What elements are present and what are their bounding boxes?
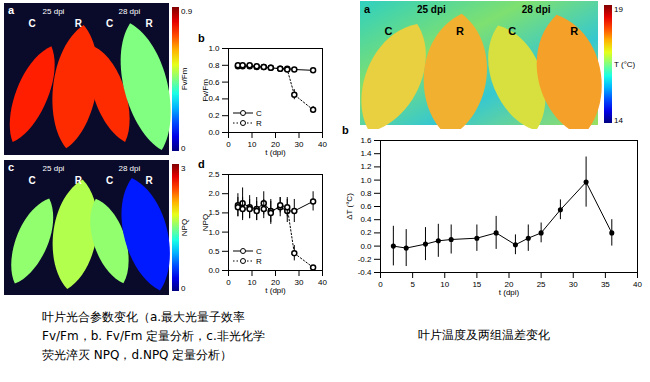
svg-text:19: 19 xyxy=(614,5,623,14)
svg-text:40: 40 xyxy=(318,140,327,149)
svg-text:1.0: 1.0 xyxy=(208,44,220,53)
svg-text:-0.4: -0.4 xyxy=(358,268,372,277)
html-text:d: d xyxy=(198,158,205,170)
svg-text:20: 20 xyxy=(271,278,280,288)
html-text:b: b xyxy=(342,124,349,136)
svg-text:R: R xyxy=(75,18,83,29)
svg-text:1.4: 1.4 xyxy=(360,149,372,158)
html-text:叶片温度及两组温差变化: 叶片温度及两组温差变化 xyxy=(418,328,550,342)
html-text:R: R xyxy=(256,118,262,128)
svg-text:35: 35 xyxy=(601,280,610,289)
html-text:Fv/Fm，b. Fv/Fm 定量分析，c.非光化学: Fv/Fm，b. Fv/Fm 定量分析，c.非光化学 xyxy=(42,329,265,343)
svg-text:25 dpi: 25 dpi xyxy=(43,164,65,173)
svg-text:Fv/Fm: Fv/Fm xyxy=(180,67,189,90)
svg-text:0.6: 0.6 xyxy=(208,77,220,87)
html-text:荧光淬灭 NPQ，d.NPQ 定量分析）: 荧光淬灭 NPQ，d.NPQ 定量分析） xyxy=(42,348,233,362)
svg-text:0.2: 0.2 xyxy=(360,228,372,237)
svg-text:c: c xyxy=(8,161,14,173)
svg-text:C: C xyxy=(385,25,393,37)
svg-text:t (dpi): t (dpi) xyxy=(499,288,520,297)
svg-text:C: C xyxy=(28,18,35,29)
svg-text:40: 40 xyxy=(633,280,642,289)
svg-text:28 dpi: 28 dpi xyxy=(119,164,141,173)
svg-text:5: 5 xyxy=(410,280,415,289)
svg-text:a: a xyxy=(8,4,15,16)
svg-text:C: C xyxy=(106,18,113,29)
svg-text:20: 20 xyxy=(271,140,280,150)
svg-text:0.0: 0.0 xyxy=(360,242,372,251)
svg-text:T (°C): T (°C) xyxy=(614,60,636,69)
svg-text:R: R xyxy=(456,25,464,37)
svg-text:1.5: 1.5 xyxy=(208,208,220,218)
svg-text:40: 40 xyxy=(318,278,327,287)
svg-text:10: 10 xyxy=(248,140,257,149)
html-text:C: C xyxy=(256,108,262,118)
svg-text:0.0: 0.0 xyxy=(208,266,220,275)
svg-text:30: 30 xyxy=(295,140,304,149)
svg-text:28 dpi: 28 dpi xyxy=(522,4,551,15)
svg-text:3: 3 xyxy=(181,164,186,173)
html-text:叶片光合参数变化（a.最大光量子效率: 叶片光合参数变化（a.最大光量子效率 xyxy=(42,310,246,324)
svg-text:25: 25 xyxy=(537,280,546,289)
svg-text:10: 10 xyxy=(248,278,257,287)
svg-text:2.5: 2.5 xyxy=(208,170,220,179)
svg-text:t (dpi): t (dpi) xyxy=(265,148,286,157)
svg-text:R: R xyxy=(146,18,154,29)
svg-text:0.2: 0.2 xyxy=(208,111,220,120)
svg-text:1.2: 1.2 xyxy=(360,162,372,171)
svg-text:R: R xyxy=(146,175,154,186)
svg-text:-0.2: -0.2 xyxy=(358,255,372,264)
svg-text:30: 30 xyxy=(295,278,304,287)
svg-text:NPQ: NPQ xyxy=(201,214,210,231)
svg-text:0: 0 xyxy=(226,278,231,287)
svg-text:0: 0 xyxy=(226,140,231,149)
svg-text:14: 14 xyxy=(614,116,623,125)
svg-text:0: 0 xyxy=(378,280,383,289)
svg-text:C: C xyxy=(28,175,35,186)
svg-text:10: 10 xyxy=(440,280,449,289)
svg-text:0: 0 xyxy=(181,284,186,293)
svg-text:1.0: 1.0 xyxy=(360,176,372,185)
svg-text:R: R xyxy=(570,25,578,37)
svg-text:2.0: 2.0 xyxy=(208,189,220,198)
svg-text:0.0: 0.0 xyxy=(208,128,220,137)
svg-text:1.6: 1.6 xyxy=(360,136,372,145)
svg-text:R: R xyxy=(75,175,83,186)
svg-text:0.5: 0.5 xyxy=(208,247,220,256)
svg-text:25 dpi: 25 dpi xyxy=(43,7,65,16)
html-text:C: C xyxy=(256,246,262,256)
svg-text:25 dpi: 25 dpi xyxy=(417,4,446,15)
svg-text:0.9: 0.9 xyxy=(181,7,193,16)
svg-text:20: 20 xyxy=(504,280,514,290)
svg-text:0.8: 0.8 xyxy=(360,189,372,198)
svg-text:0.4: 0.4 xyxy=(208,94,220,104)
svg-text:C: C xyxy=(508,25,516,37)
svg-text:0.8: 0.8 xyxy=(208,61,220,70)
svg-text:28 dpi: 28 dpi xyxy=(119,7,141,16)
svg-text:C: C xyxy=(106,175,113,186)
svg-text:0.4: 0.4 xyxy=(360,215,372,224)
svg-text:1.0: 1.0 xyxy=(208,227,220,237)
svg-text:0.6: 0.6 xyxy=(360,202,372,211)
svg-text:30: 30 xyxy=(569,280,578,289)
svg-text:NPQ: NPQ xyxy=(180,219,189,236)
svg-text:ΔT (°C): ΔT (°C) xyxy=(345,193,354,220)
svg-text:15: 15 xyxy=(472,280,481,289)
html-text:R: R xyxy=(256,256,262,266)
svg-text:a: a xyxy=(364,3,371,15)
svg-text:0: 0 xyxy=(181,144,186,153)
svg-text:Fv/Fm: Fv/Fm xyxy=(201,79,210,102)
svg-text:t (dpi): t (dpi) xyxy=(265,286,286,295)
html-text:b: b xyxy=(198,32,205,44)
